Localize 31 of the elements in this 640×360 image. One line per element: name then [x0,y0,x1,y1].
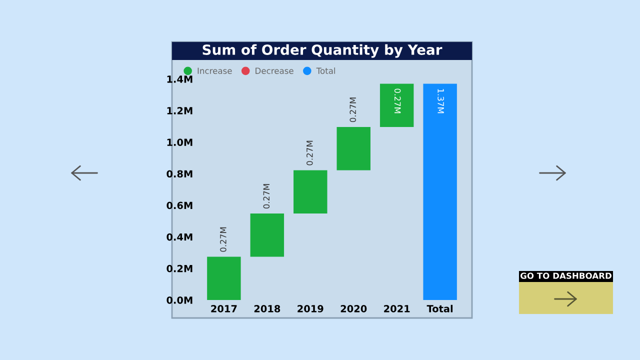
data-label: 0.27M [220,227,226,252]
y-tick-label: 0.6M [166,202,192,210]
data-label: 0.27M [263,184,270,209]
bar [423,84,457,300]
x-tick-label: 2021 [384,305,410,312]
text: GO TO DASHBOARD [520,272,612,279]
x-tick-label: 2017 [211,305,237,312]
legend-label: Increase [198,68,232,74]
y-tick-label: 0.2M [166,264,192,272]
chart-title: Sum of Order Quantity by Year [202,44,442,58]
x-tick-label: 2018 [254,305,280,312]
data-label: 0.27M [306,140,313,166]
legend-label: Decrease [256,68,294,74]
x-tick-label: Total [426,304,453,312]
x-tick-label: 2020 [340,305,367,312]
x-tick-label: 2019 [298,305,324,312]
bar [207,256,241,300]
data-label: 0.27M [394,88,401,114]
y-tick-label: 1.0M [167,138,192,146]
bar [336,126,370,170]
y-tick-label: 0.4M [166,233,192,241]
bar [380,84,414,127]
data-label: 1.37M [438,89,444,114]
bar [294,170,328,214]
y-tick-label: 1.4M [167,76,192,83]
data-label: 0.27M [350,98,356,122]
y-tick-label: 1.2M [167,107,192,114]
y-tick-label: 0.0M [166,296,192,304]
bar [250,213,284,257]
y-tick-label: 0.8M [166,170,192,178]
legend-label: Total [316,68,336,74]
